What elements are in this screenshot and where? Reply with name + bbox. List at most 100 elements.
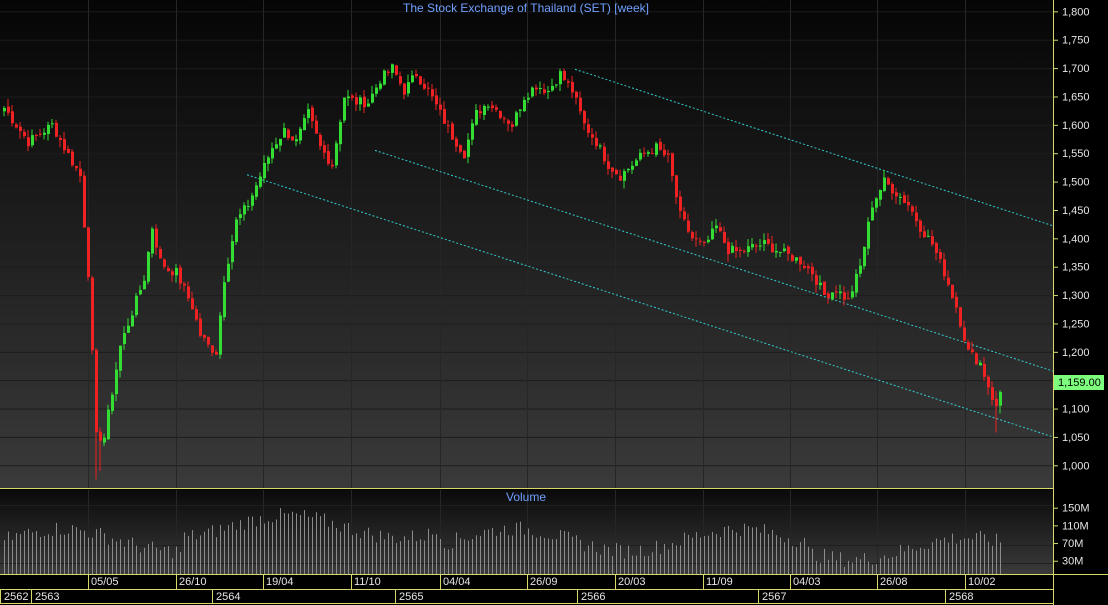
candle-body	[859, 265, 862, 274]
volume-bar	[680, 545, 681, 574]
candle-body	[455, 138, 458, 147]
candle-body	[315, 120, 318, 134]
volume-bar	[628, 545, 629, 574]
volume-bar	[20, 534, 21, 574]
volume-bar	[372, 535, 373, 574]
volume-tick-label: 150M	[1062, 503, 1090, 515]
volume-bar	[8, 531, 9, 574]
volume-bar	[172, 558, 173, 574]
volume-bar	[648, 556, 649, 574]
candle-body	[823, 281, 826, 295]
candle-body	[851, 291, 854, 298]
x-year-label: 2568	[949, 591, 973, 603]
volume-bar	[736, 532, 737, 574]
candle-body	[59, 137, 62, 140]
volume-bar	[312, 517, 313, 574]
candle-body	[607, 161, 610, 169]
volume-bar	[24, 530, 25, 574]
candle-body	[655, 143, 658, 155]
candle-body	[311, 107, 314, 122]
volume-bar	[836, 560, 837, 574]
candle-body	[383, 70, 386, 85]
candle-body	[115, 369, 118, 395]
price-tick-label: 1,650	[1062, 91, 1090, 103]
candle-body	[43, 132, 46, 135]
last-value-label: 1,159.00	[1058, 377, 1101, 389]
candle-body	[123, 333, 126, 344]
x-year-label: 2566	[581, 591, 605, 603]
volume-bar	[764, 524, 765, 574]
x-date-label: 26/09	[530, 576, 558, 588]
volume-bar	[88, 537, 89, 574]
volume-bar	[840, 552, 841, 574]
volume-bar	[208, 528, 209, 574]
volume-bar	[404, 536, 405, 574]
volume-bar	[640, 545, 641, 574]
volume-bar	[780, 537, 781, 574]
candle-body	[915, 212, 918, 222]
volume-bar	[592, 541, 593, 574]
volume-bar	[900, 544, 901, 574]
candle-body	[11, 111, 14, 124]
candle-body	[375, 87, 378, 94]
volume-bar	[572, 536, 573, 574]
candle-body	[371, 93, 374, 103]
volume-bar	[492, 528, 493, 574]
volume-bar	[160, 550, 161, 574]
volume-bar	[620, 545, 621, 574]
candle-body	[779, 251, 782, 253]
volume-bar	[928, 548, 929, 574]
volume-bar	[132, 537, 133, 574]
volume-bar	[340, 531, 341, 574]
candle-body	[691, 232, 694, 239]
volume-bar	[488, 529, 489, 574]
trend-line	[374, 149, 1054, 372]
candle-body	[295, 139, 298, 142]
candle-body	[755, 245, 758, 247]
volume-bar	[204, 531, 205, 574]
volume-bar	[408, 540, 409, 574]
volume-bar	[512, 535, 513, 574]
volume-bar	[636, 555, 637, 574]
volume-bar	[76, 527, 77, 574]
candle-body	[567, 81, 570, 83]
candle-body	[167, 268, 170, 272]
candle-body	[775, 251, 778, 253]
volume-bar	[16, 533, 17, 574]
volume-bar	[140, 552, 141, 574]
volume-bar	[884, 555, 885, 574]
volume-bar	[352, 535, 353, 574]
volume-bar	[40, 536, 41, 574]
candle-body	[171, 271, 174, 276]
volume-bar	[456, 532, 457, 574]
candle-body	[723, 231, 726, 243]
volume-bar	[400, 541, 401, 574]
volume-bar	[508, 535, 509, 574]
candle-body	[599, 145, 602, 147]
candle-body	[627, 168, 630, 171]
candle-body	[239, 214, 242, 219]
volume-bar	[700, 537, 701, 574]
volume-bar	[392, 535, 393, 574]
candle-body	[679, 196, 682, 211]
candle-body	[847, 298, 850, 300]
volume-bar	[104, 533, 105, 574]
volume-bar	[364, 530, 365, 574]
candle-body	[87, 227, 90, 277]
price-tick-label: 1,450	[1062, 205, 1090, 217]
x-year-label: 2564	[216, 591, 240, 603]
candle-body	[223, 282, 226, 318]
volume-bar	[48, 534, 49, 574]
volume-bar	[740, 536, 741, 574]
volume-bar	[196, 539, 197, 574]
volume-bar	[188, 535, 189, 574]
volume-bar	[292, 511, 293, 574]
volume-bar	[128, 539, 129, 574]
volume-bar	[12, 539, 13, 574]
volume-bar	[112, 538, 113, 574]
volume-bar	[192, 530, 193, 574]
volume-bar	[28, 528, 29, 574]
price-tick-label: 1,600	[1062, 120, 1090, 132]
volume-bar	[152, 541, 153, 574]
